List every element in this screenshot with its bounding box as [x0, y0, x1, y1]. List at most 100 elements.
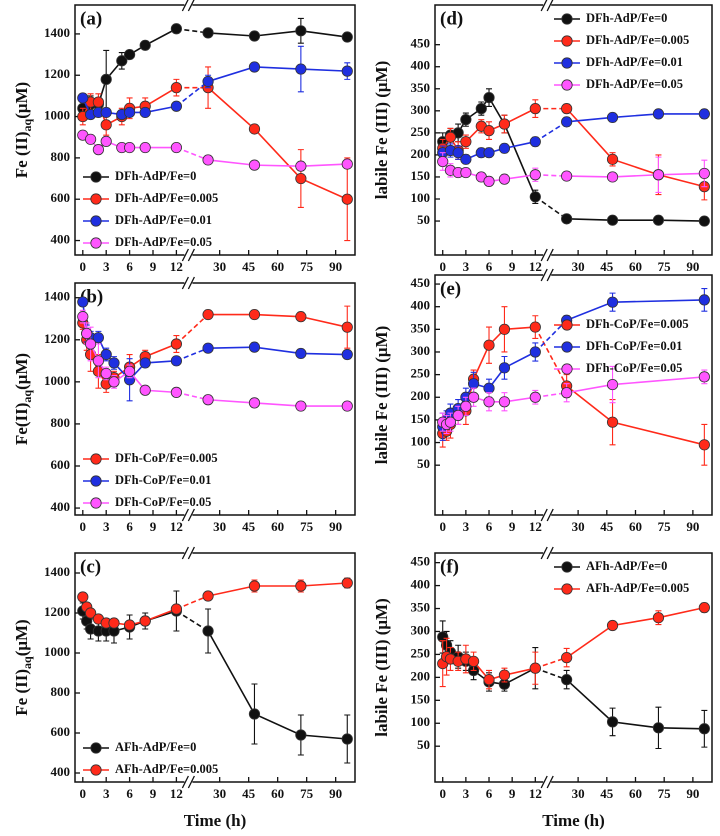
data-point — [561, 103, 573, 115]
x-tick-label: 12 — [170, 519, 183, 534]
y-tick-label: 1400 — [44, 289, 70, 304]
axis-break-mark — [187, 508, 195, 522]
y-axis-label-sub: aq — [20, 118, 34, 131]
data-point — [202, 342, 214, 354]
series-line — [208, 30, 348, 38]
axis-break-mark — [187, 276, 195, 290]
legend-label: AFh-AdP/Fe=0.005 — [586, 581, 689, 595]
data-point — [139, 357, 151, 369]
data-point — [498, 396, 511, 408]
y-axis-label: Fe (II)aq(μM) — [12, 82, 34, 178]
x-tick-label: 60 — [629, 786, 642, 801]
data-point — [475, 103, 487, 115]
y-tick-label: 600 — [51, 724, 71, 739]
y-tick-label: 300 — [411, 102, 431, 117]
data-point — [124, 106, 136, 119]
data-point — [529, 191, 541, 203]
x-tick-label: 9 — [509, 786, 516, 801]
legend-label: DFh-CoP/Fe=0.01 — [115, 473, 211, 487]
axis-break-mark — [181, 276, 189, 290]
data-point — [100, 348, 112, 361]
y-axis-label: labile Fe (III) (μM) — [372, 326, 391, 465]
data-point — [606, 214, 619, 226]
x-tick-label: 0 — [80, 519, 87, 534]
y-tick-label: 250 — [411, 124, 431, 139]
series-line — [207, 630, 348, 740]
data-point — [124, 141, 136, 154]
data-point — [92, 332, 105, 344]
data-point — [341, 321, 353, 333]
x-tick-label: 60 — [271, 519, 284, 534]
legend-label: DFh-CoP/Fe=0.05 — [586, 361, 682, 375]
plot-frame — [434, 552, 713, 783]
data-point — [77, 92, 89, 104]
break-connector — [534, 196, 568, 220]
x-tick-label: 12 — [170, 259, 183, 274]
x-tick-label: 75 — [300, 786, 314, 801]
data-point — [452, 147, 464, 159]
data-point — [341, 400, 353, 412]
panel-label: (c) — [80, 556, 101, 577]
legend-symbol-marker — [561, 319, 573, 331]
data-point — [341, 65, 353, 77]
data-point — [341, 577, 353, 589]
legend-symbol-marker — [90, 497, 102, 509]
y-tick-label: 450 — [411, 554, 431, 569]
y-tick-label: 350 — [411, 600, 431, 615]
y-tick-label: 600 — [51, 457, 71, 472]
axis-break-mark — [181, 546, 189, 560]
data-point — [483, 382, 495, 394]
axis-break-mark — [181, 508, 189, 522]
y-tick-label: 400 — [411, 58, 431, 73]
data-point — [483, 339, 495, 351]
y-tick-label: 150 — [411, 691, 431, 706]
y-tick-label: 50 — [417, 212, 430, 227]
data-point — [170, 82, 182, 94]
x-tick-label: 75 — [300, 519, 314, 534]
data-point — [248, 123, 261, 135]
data-point — [529, 662, 541, 674]
y-axis-label-main: Fe (II) — [12, 131, 31, 178]
data-point — [652, 169, 665, 181]
x-tick-label: 3 — [103, 519, 110, 534]
data-point — [529, 391, 541, 403]
x-tick-label: 30 — [213, 519, 226, 534]
axis-break-gap — [543, 551, 552, 555]
data-point — [341, 158, 353, 170]
data-point — [460, 136, 472, 148]
x-tick-label: 9 — [509, 259, 516, 274]
axis-break-mark — [181, 0, 189, 12]
data-point — [248, 341, 261, 353]
data-point — [108, 617, 120, 629]
data-point — [92, 144, 105, 156]
data-point — [437, 155, 449, 168]
x-tick-label: 60 — [271, 259, 284, 274]
axis-break-gap — [184, 513, 193, 517]
series-line — [566, 172, 705, 178]
axis-break-gap — [184, 3, 193, 7]
y-tick-label: 100 — [411, 714, 431, 729]
legend-symbol-marker — [561, 57, 573, 69]
data-point — [248, 397, 261, 409]
axis-break-mark — [187, 546, 195, 560]
y-tick-label: 1000 — [44, 644, 70, 659]
data-point — [498, 669, 511, 681]
y-tick-label: 800 — [51, 684, 71, 699]
y-tick-label: 600 — [51, 190, 71, 205]
axis-break-gap — [184, 780, 193, 784]
y-axis-label-sub: aq — [20, 390, 34, 403]
data-point — [341, 733, 353, 745]
x-tick-label: 90 — [329, 519, 342, 534]
break-connector — [176, 146, 209, 161]
data-point — [100, 73, 112, 85]
data-point — [606, 296, 619, 308]
legend-symbol-marker — [90, 193, 102, 205]
data-point — [124, 48, 136, 61]
series-line — [207, 87, 348, 200]
panel-label: (e) — [440, 278, 461, 299]
data-point — [295, 63, 307, 75]
y-axis-label: labile Fe (III) (μM) — [372, 598, 391, 737]
data-point — [498, 118, 511, 130]
plot-frame — [434, 4, 713, 256]
axis-break-mark — [187, 0, 195, 12]
